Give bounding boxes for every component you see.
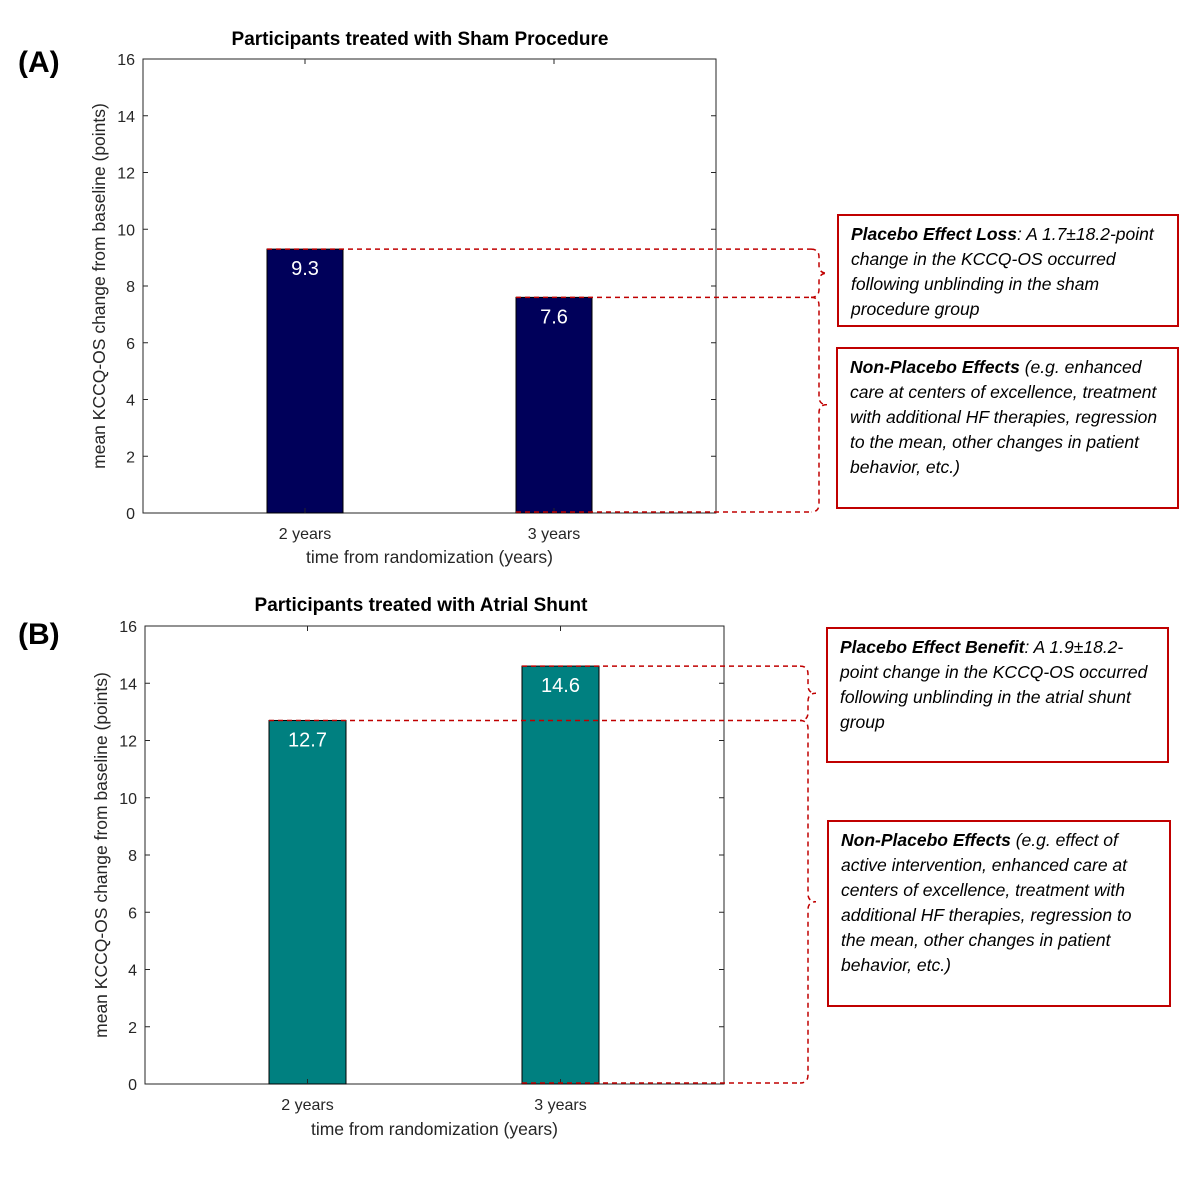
chart-title: Participants treated with Sham Procedure bbox=[232, 29, 609, 50]
y-tick-label: 2 bbox=[128, 1020, 137, 1037]
bar bbox=[515, 296, 593, 514]
y-tick-label: 6 bbox=[128, 905, 137, 922]
bar bbox=[266, 248, 344, 514]
y-tick-label: 12 bbox=[117, 166, 135, 183]
y-tick-label: 10 bbox=[117, 222, 135, 239]
non-placebo-brace bbox=[799, 719, 817, 1084]
y-tick-label: 10 bbox=[119, 791, 137, 808]
annotation-non-placebo-a: Non-Placebo Effects (e.g. enhanced care … bbox=[836, 347, 1179, 509]
bar bbox=[521, 665, 600, 1085]
panel-label: (B) bbox=[18, 618, 60, 651]
x-axis-label: time from randomization (years) bbox=[311, 1119, 558, 1139]
axes-box bbox=[142, 58, 717, 514]
y-tick-label: 0 bbox=[128, 1077, 137, 1094]
bar-value-label: 12.7 bbox=[288, 729, 327, 751]
annotation-placebo-benefit: Placebo Effect Benefit: A 1.9±18.2-point… bbox=[826, 627, 1169, 763]
y-tick-label: 8 bbox=[128, 848, 137, 865]
y-tick-label: 6 bbox=[126, 336, 135, 353]
y-tick-label: 2 bbox=[126, 449, 135, 466]
y-tick-label: 14 bbox=[117, 109, 135, 126]
bar-value-label: 14.6 bbox=[541, 675, 580, 697]
annotation-heading: Non-Placebo Effects bbox=[841, 830, 1011, 850]
chart-panel: (A) Participants treated with Sham Proced… bbox=[18, 29, 828, 567]
panel-label: (A) bbox=[18, 46, 60, 79]
annotation-body: (e.g. effect of active intervention, enh… bbox=[841, 830, 1132, 975]
annotation-separator: : bbox=[1017, 224, 1022, 244]
axes-box bbox=[144, 625, 725, 1085]
y-tick-label: 4 bbox=[128, 963, 137, 980]
annotation-body: A 1.7±18.2-point change in the KCCQ-OS o… bbox=[851, 224, 1154, 319]
placebo-brace bbox=[810, 248, 828, 299]
x-tick-label: 2 years bbox=[279, 526, 331, 543]
y-axis-label: mean KCCQ-OS change from baseline (point… bbox=[91, 672, 111, 1038]
bar-value-label: 9.3 bbox=[291, 258, 319, 280]
bar bbox=[268, 719, 347, 1085]
chart-panel: (B) Participants treated with Atrial Shun… bbox=[18, 595, 817, 1139]
y-tick-label: 14 bbox=[119, 676, 137, 693]
annotation-body: (e.g. enhanced care at centers of excell… bbox=[850, 357, 1158, 477]
annotation-heading: Non-Placebo Effects bbox=[850, 357, 1020, 377]
annotation-heading: Placebo Effect Benefit bbox=[840, 637, 1025, 657]
annotation-heading: Placebo Effect Loss bbox=[851, 224, 1017, 244]
annotation-separator: : bbox=[1024, 637, 1030, 657]
annotation-body: A 1.9±18.2-point change in the KCCQ-OS o… bbox=[840, 637, 1148, 732]
y-tick-label: 8 bbox=[126, 279, 135, 296]
x-tick-label: 2 years bbox=[281, 1097, 333, 1114]
y-tick-label: 4 bbox=[126, 393, 135, 410]
y-tick-label: 12 bbox=[119, 734, 137, 751]
annotation-placebo-loss: Placebo Effect Loss: A 1.7±18.2-point ch… bbox=[837, 214, 1179, 327]
bar-value-label: 7.6 bbox=[540, 306, 568, 328]
x-tick-label: 3 years bbox=[528, 526, 580, 543]
y-axis-label: mean KCCQ-OS change from baseline (point… bbox=[89, 103, 109, 469]
non-placebo-brace bbox=[810, 296, 828, 513]
y-tick-label: 16 bbox=[117, 52, 135, 69]
chart-title: Participants treated with Atrial Shunt bbox=[255, 595, 589, 616]
x-tick-label: 3 years bbox=[534, 1097, 586, 1114]
y-tick-label: 16 bbox=[119, 619, 137, 636]
x-axis-label: time from randomization (years) bbox=[306, 547, 553, 567]
annotation-non-placebo-b: Non-Placebo Effects (e.g. effect of acti… bbox=[827, 820, 1171, 1007]
placebo-brace bbox=[799, 665, 817, 722]
y-tick-label: 0 bbox=[126, 506, 135, 523]
